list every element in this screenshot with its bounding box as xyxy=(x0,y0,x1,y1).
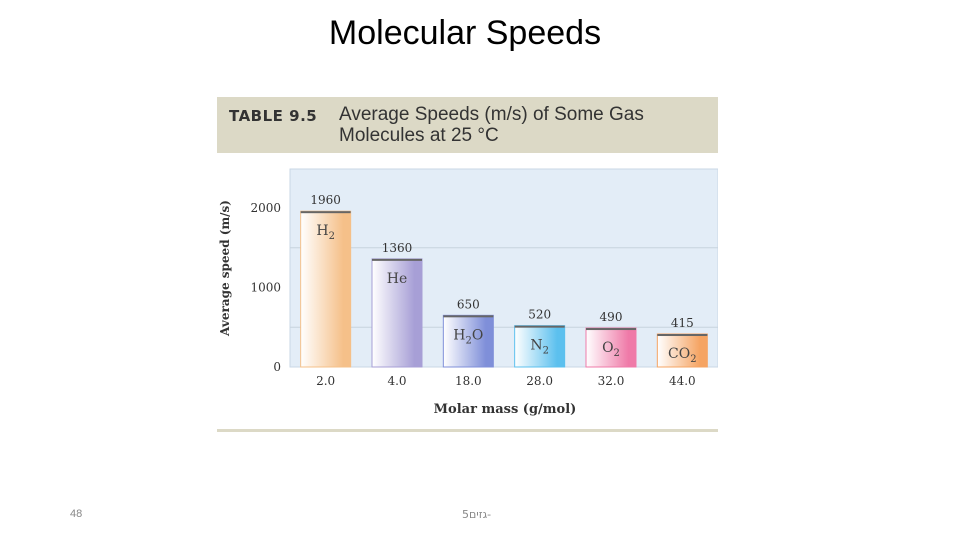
molecule-symbol: He xyxy=(387,271,408,287)
molecule-subscript: 2 xyxy=(614,348,620,359)
molecule-symbol: O xyxy=(602,340,613,356)
x-tick-label: 18.0 xyxy=(455,374,482,388)
bar-top-edge xyxy=(586,328,636,331)
bar-molecule-label: H2O xyxy=(453,327,483,346)
molecule-symbol: CO xyxy=(668,346,690,362)
table-header: TABLE 9.5 Average Speeds (m/s) of Some G… xyxy=(217,97,718,153)
footer-text: גזים5- xyxy=(462,508,492,521)
bar-value-label: 1360 xyxy=(382,241,413,255)
bar-top-edge xyxy=(657,334,708,337)
bar xyxy=(300,210,352,368)
bar-molecule-label: H2 xyxy=(316,223,335,242)
molecule-subscript: 2 xyxy=(466,335,472,346)
bar xyxy=(656,333,708,368)
bar-top-edge xyxy=(300,211,351,214)
bar-top-edge xyxy=(372,258,422,261)
bar-chart: 0 1000 2000 Average speed (m/s) Molar mass (… xyxy=(218,168,718,417)
x-tick-label: 44.0 xyxy=(669,374,696,388)
page-number: 48 xyxy=(70,508,83,520)
bar-molecule-label: CO2 xyxy=(668,346,697,365)
bar-molecule-label: He xyxy=(387,271,408,287)
molecule-symbol: H xyxy=(316,223,328,239)
y-axis-label: Average speed (m/s) xyxy=(218,200,232,337)
figure-bottom-rule xyxy=(217,429,718,432)
x-tick-label: 2.0 xyxy=(316,374,335,388)
x-tick-label: 4.0 xyxy=(387,374,406,388)
table-label: TABLE 9.5 xyxy=(229,107,318,125)
x-axis-label: Molar mass (g/mol) xyxy=(434,402,577,417)
y-tick-label: 2000 xyxy=(250,201,281,215)
bar-value-label: 415 xyxy=(671,316,694,330)
molecule-symbol: O xyxy=(472,327,483,343)
bar-value-label: 650 xyxy=(457,297,480,311)
molecule-subscript: 2 xyxy=(543,346,549,357)
bar-molecule-label: O2 xyxy=(602,340,620,359)
bar-value-label: 490 xyxy=(600,310,623,324)
table-figure: TABLE 9.5 Average Speeds (m/s) of Some G… xyxy=(217,97,718,432)
molecule-symbol: N xyxy=(530,338,542,354)
bar-top-edge xyxy=(514,325,565,328)
molecule-symbol: H xyxy=(453,327,465,343)
x-tick-label: 32.0 xyxy=(598,374,625,388)
bar-value-label: 1960 xyxy=(310,193,341,207)
bar-top-edge xyxy=(443,315,494,318)
plot-background xyxy=(289,168,718,368)
slide-title: Molecular Speeds xyxy=(328,14,602,52)
y-tick-label: 0 xyxy=(273,360,281,374)
bar-value-label: 520 xyxy=(528,308,551,322)
bar xyxy=(585,327,637,368)
molecule-subscript: 2 xyxy=(690,354,696,365)
table-caption: Average Speeds (m/s) of Some Gas Molecul… xyxy=(339,104,644,146)
bar-molecule-label: N2 xyxy=(530,338,549,357)
bar xyxy=(514,325,566,368)
molecule-subscript: 2 xyxy=(329,231,335,242)
x-tick-label: 28.0 xyxy=(526,374,553,388)
y-tick-label: 1000 xyxy=(250,281,281,295)
